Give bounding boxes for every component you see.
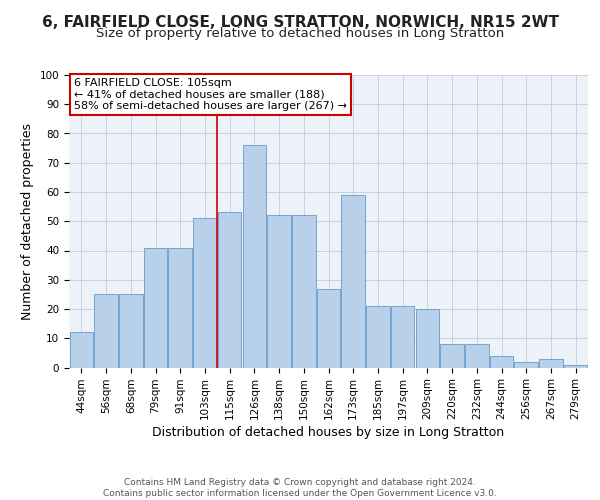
Bar [440,344,464,368]
Bar [94,294,118,368]
Text: 6, FAIRFIELD CLOSE, LONG STRATTON, NORWICH, NR15 2WT: 6, FAIRFIELD CLOSE, LONG STRATTON, NORWI… [41,15,559,30]
Bar [391,306,415,368]
Bar [416,309,439,368]
X-axis label: Distribution of detached houses by size in Long Stratton: Distribution of detached houses by size … [152,426,505,440]
Bar [268,216,291,368]
Bar [465,344,488,368]
Text: 6 FAIRFIELD CLOSE: 105sqm
← 41% of detached houses are smaller (188)
58% of semi: 6 FAIRFIELD CLOSE: 105sqm ← 41% of detac… [74,78,347,111]
Bar [242,145,266,368]
Bar [292,216,316,368]
Bar [564,364,587,368]
Bar [169,248,192,368]
Bar [514,362,538,368]
Bar [539,358,563,368]
Text: Size of property relative to detached houses in Long Stratton: Size of property relative to detached ho… [96,28,504,40]
Bar [341,195,365,368]
Text: Contains HM Land Registry data © Crown copyright and database right 2024.
Contai: Contains HM Land Registry data © Crown c… [103,478,497,498]
Bar [193,218,217,368]
Bar [366,306,389,368]
Bar [317,288,340,368]
Bar [218,212,241,368]
Y-axis label: Number of detached properties: Number of detached properties [21,122,34,320]
Bar [144,248,167,368]
Bar [119,294,143,368]
Bar [70,332,93,368]
Bar [490,356,513,368]
